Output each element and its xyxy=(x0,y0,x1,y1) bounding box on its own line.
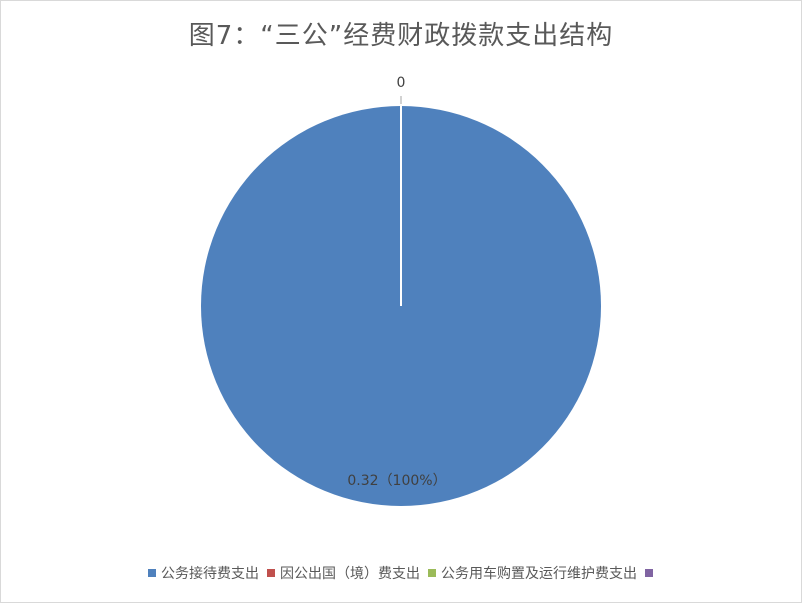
chart-title: 图7：“三公”经费财政拨款支出结构 xyxy=(188,21,614,51)
data-label-zero: 0 xyxy=(397,75,406,91)
legend-swatch xyxy=(645,569,653,577)
legend-label: 公务用车购置及运行维护费支出 xyxy=(441,566,637,582)
legend-item xyxy=(641,569,658,577)
chart-legend: 公务接待费支出 因公出国（境）费支出 公务用车购置及运行维护费支出 xyxy=(1,563,801,583)
legend-swatch xyxy=(148,569,156,577)
legend-swatch xyxy=(428,569,436,577)
legend-label: 公务接待费支出 xyxy=(161,566,259,582)
data-label-main: 0.32（100%） xyxy=(347,473,446,489)
legend-swatch xyxy=(267,569,275,577)
legend-label: 因公出国（境）费支出 xyxy=(280,566,420,582)
legend-item: 公务用车购置及运行维护费支出 xyxy=(424,563,637,583)
legend-item: 因公出国（境）费支出 xyxy=(263,563,420,583)
legend-item: 公务接待费支出 xyxy=(144,563,259,583)
